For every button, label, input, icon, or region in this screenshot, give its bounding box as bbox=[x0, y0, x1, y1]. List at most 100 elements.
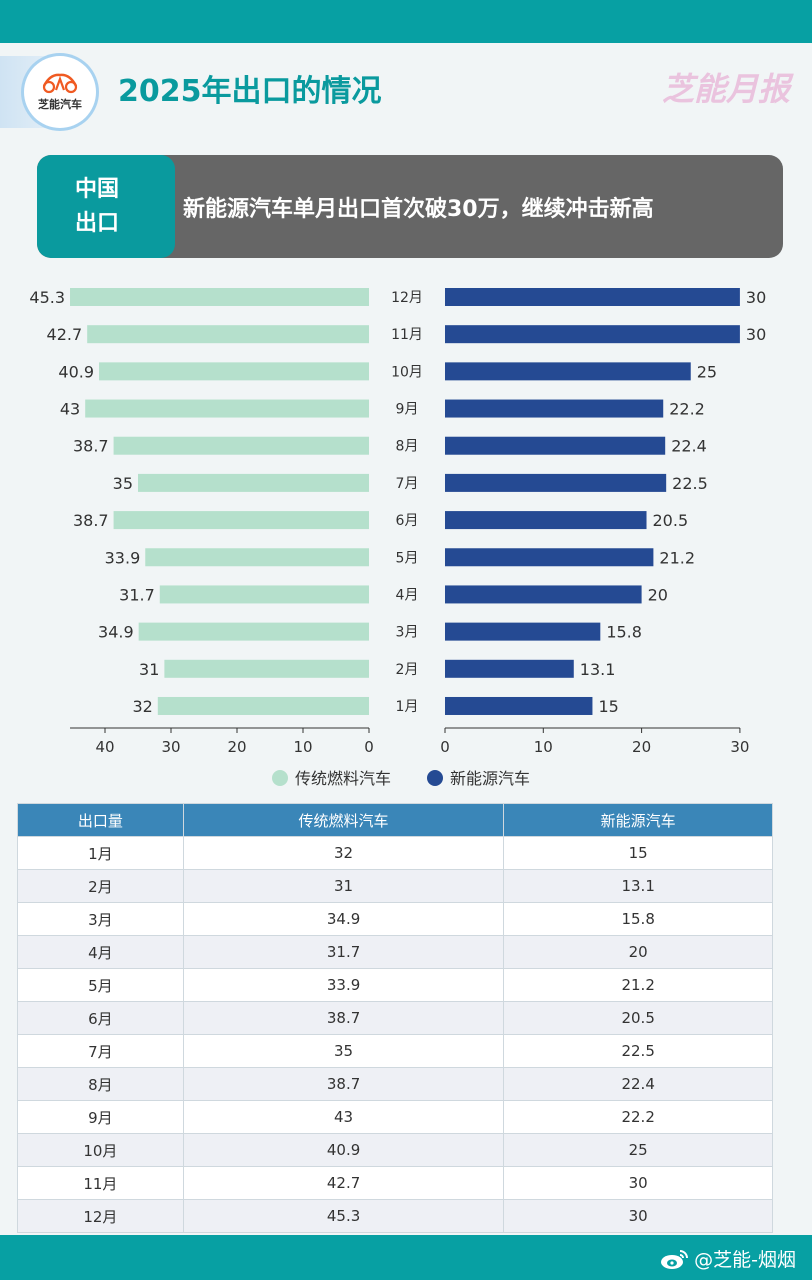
table-cell: 31.7 bbox=[182, 935, 505, 969]
table-row: 8月 38.7 22.4 bbox=[17, 1067, 773, 1101]
legend-label-nev: 新能源汽车 bbox=[450, 769, 530, 788]
table-cell: 11月 bbox=[17, 1166, 184, 1200]
banner-tag: 中国 出口 bbox=[37, 155, 175, 258]
data-label-fossil: 43 bbox=[60, 400, 80, 419]
tick-label: 20 bbox=[227, 738, 246, 756]
table-cell: 38.7 bbox=[182, 1001, 505, 1035]
data-label-fossil: 40.9 bbox=[58, 362, 94, 381]
bar-fossil bbox=[164, 659, 369, 678]
data-label-nev: 13.1 bbox=[580, 660, 616, 679]
table-cell: 20 bbox=[503, 935, 773, 969]
table-row: 4月 31.7 20 bbox=[17, 935, 773, 969]
table-cell: 4月 bbox=[17, 935, 184, 969]
table-row: 5月 33.9 21.2 bbox=[17, 968, 773, 1002]
bar-fossil bbox=[113, 436, 369, 455]
table-cell: 22.5 bbox=[503, 1034, 773, 1068]
category-label: 9月 bbox=[396, 402, 419, 418]
category-label: 11月 bbox=[391, 327, 423, 343]
bar-fossil bbox=[87, 325, 370, 344]
bar-fossil bbox=[85, 399, 369, 418]
table-cell: 38.7 bbox=[182, 1067, 505, 1101]
bar-nev bbox=[445, 511, 647, 530]
table-cell: 30 bbox=[503, 1199, 773, 1233]
table-row: 6月 38.7 20.5 bbox=[17, 1001, 773, 1035]
data-table: 出口量 传统燃料汽车 新能源汽车 1月 32 15 2月 31 13.1 3月 34.9 15.8 4… bbox=[17, 803, 773, 1233]
top-bar bbox=[0, 0, 812, 43]
data-label-nev: 30 bbox=[746, 288, 766, 307]
bar-nev bbox=[445, 436, 666, 455]
data-label-nev: 25 bbox=[697, 362, 717, 381]
table-cell: 3月 bbox=[17, 902, 184, 936]
table-cell: 2月 bbox=[17, 869, 184, 903]
table-cell: 8月 bbox=[17, 1067, 184, 1101]
table-row: 9月 43 22.2 bbox=[17, 1100, 773, 1134]
legend-label-fossil: 传统燃料汽车 bbox=[295, 769, 391, 788]
column-header: 出口量 bbox=[17, 803, 184, 837]
bar-nev bbox=[445, 622, 601, 641]
tag-line-2: 出口 bbox=[75, 211, 120, 236]
data-label-fossil: 33.9 bbox=[105, 548, 141, 567]
category-label: 10月 bbox=[391, 364, 423, 380]
bar-nev bbox=[445, 473, 667, 492]
logo: 芝能汽车 bbox=[24, 56, 96, 128]
table-cell: 25 bbox=[503, 1133, 773, 1167]
table-cell: 22.4 bbox=[503, 1067, 773, 1101]
table-cell: 7月 bbox=[17, 1034, 184, 1068]
legend-swatch-fossil bbox=[272, 770, 288, 786]
tick-label: 0 bbox=[440, 738, 450, 756]
bar-fossil bbox=[70, 288, 370, 306]
table-row: 7月 35 22.5 bbox=[17, 1034, 773, 1068]
data-label-nev: 21.2 bbox=[659, 548, 695, 567]
tick-label: 20 bbox=[632, 738, 651, 756]
category-label: 12月 bbox=[391, 290, 423, 306]
table-cell: 1月 bbox=[17, 836, 184, 870]
data-label-nev: 22.2 bbox=[669, 400, 705, 419]
table-row: 1月 32 15 bbox=[17, 836, 773, 870]
bar-nev bbox=[445, 288, 740, 306]
table-cell: 34.9 bbox=[182, 902, 505, 936]
table-cell: 20.5 bbox=[503, 1001, 773, 1035]
bar-fossil bbox=[138, 473, 369, 492]
category-label: 8月 bbox=[396, 439, 419, 455]
tick-label: 10 bbox=[293, 738, 312, 756]
table-cell: 31 bbox=[182, 869, 505, 903]
table-cell: 21.2 bbox=[503, 968, 773, 1002]
table-cell: 15.8 bbox=[503, 902, 773, 936]
data-label-fossil: 38.7 bbox=[73, 437, 109, 456]
column-header: 新能源汽车 bbox=[503, 803, 773, 837]
bar-nev bbox=[445, 585, 642, 604]
data-label-fossil: 34.9 bbox=[98, 623, 134, 642]
banner-message: 新能源汽车单月出口首次破30万，继续冲击新高 bbox=[183, 197, 654, 222]
table-cell: 30 bbox=[503, 1166, 773, 1200]
table-cell: 22.2 bbox=[503, 1100, 773, 1134]
category-label: 6月 bbox=[396, 513, 419, 529]
tick-label: 30 bbox=[161, 738, 180, 756]
table-cell: 40.9 bbox=[182, 1133, 505, 1167]
table-row: 3月 34.9 15.8 bbox=[17, 902, 773, 936]
category-label: 7月 bbox=[396, 476, 419, 492]
headline-banner: 中国 出口 新能源汽车单月出口首次破30万，继续冲击新高 bbox=[37, 155, 783, 258]
category-label: 1月 bbox=[396, 699, 419, 715]
author-handle[interactable]: @芝能-烟烟 bbox=[694, 1249, 796, 1271]
column-header: 传统燃料汽车 bbox=[182, 803, 505, 837]
bar-nev bbox=[445, 659, 574, 678]
tick-label: 40 bbox=[95, 738, 114, 756]
data-label-nev: 15.8 bbox=[606, 623, 642, 642]
tick-label: 10 bbox=[534, 738, 553, 756]
table-cell: 43 bbox=[182, 1100, 505, 1134]
car-logo-icon bbox=[42, 73, 78, 94]
butterfly-bar-chart: 45.3 30 12月 42.7 30 11月 40.9 25 10月 43 22.2 9月 38.7 2… bbox=[29, 288, 766, 788]
bar-nev bbox=[445, 548, 654, 567]
data-label-fossil: 38.7 bbox=[73, 511, 109, 530]
table-row: 11月 42.7 30 bbox=[17, 1166, 773, 1200]
data-label-nev: 15 bbox=[598, 697, 618, 716]
data-label-fossil: 42.7 bbox=[47, 325, 83, 344]
legend-swatch-nev bbox=[427, 770, 443, 786]
data-label-fossil: 31.7 bbox=[119, 585, 155, 604]
bar-fossil bbox=[113, 511, 369, 530]
table-cell: 45.3 bbox=[182, 1199, 505, 1233]
data-label-nev: 20 bbox=[648, 585, 668, 604]
data-label-nev: 22.5 bbox=[672, 474, 708, 493]
bar-fossil bbox=[157, 696, 369, 715]
weibo-icon bbox=[661, 1249, 689, 1269]
